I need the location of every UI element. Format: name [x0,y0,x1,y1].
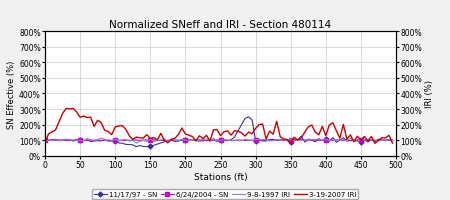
9-8-1997 IRI [211,137,216,140]
Y-axis label: IRI (%): IRI (%) [425,80,434,108]
3-19-2007 IRI [70,108,76,110]
3-19-2007 IRI [225,130,230,132]
9-8-1997 IRI [369,139,374,141]
Legend: 11/17/97 - SN, 6/24/2004 - SN, 9-8-1997 IRI, 3-19-2007 IRI: 11/17/97 - SN, 6/24/2004 - SN, 9-8-1997 … [92,189,358,199]
11/17/97 - SN [256,139,262,142]
9-8-1997 IRI [228,140,234,142]
6/24/2004 - SN [341,140,346,142]
3-19-2007 IRI [253,127,258,130]
X-axis label: Stations (ft): Stations (ft) [194,172,248,181]
9-8-1997 IRI [379,139,385,142]
3-19-2007 IRI [288,142,293,145]
11/17/97 - SN [369,139,374,141]
6/24/2004 - SN [123,139,128,142]
6/24/2004 - SN [379,139,385,142]
11/17/97 - SN [390,139,395,142]
9-8-1997 IRI [109,140,114,142]
11/17/97 - SN [379,139,385,142]
6/24/2004 - SN [390,139,395,142]
3-19-2007 IRI [42,142,48,145]
Line: 9-8-1997 IRI: 9-8-1997 IRI [45,139,392,144]
11/17/97 - SN [225,140,230,142]
6/24/2004 - SN [298,139,304,141]
11/17/97 - SN [109,140,114,143]
Title: Normalized SNeff and IRI - Section 480114: Normalized SNeff and IRI - Section 48011… [109,20,332,30]
3-19-2007 IRI [369,136,374,138]
Y-axis label: SN Effective (%): SN Effective (%) [7,60,16,128]
3-19-2007 IRI [390,142,395,145]
6/24/2004 - SN [221,139,227,142]
11/17/97 - SN [42,139,48,141]
Line: 11/17/97 - SN: 11/17/97 - SN [43,116,394,149]
6/24/2004 - SN [249,139,255,142]
3-19-2007 IRI [379,137,385,139]
11/17/97 - SN [134,146,139,148]
9-8-1997 IRI [134,142,139,145]
3-19-2007 IRI [112,126,118,128]
6/24/2004 - SN [42,139,48,142]
9-8-1997 IRI [42,141,48,144]
9-8-1997 IRI [123,139,128,141]
9-8-1997 IRI [390,139,395,142]
6/24/2004 - SN [369,139,374,142]
11/17/97 - SN [123,143,128,146]
Line: 3-19-2007 IRI: 3-19-2007 IRI [45,109,392,144]
Line: 6/24/2004 - SN: 6/24/2004 - SN [43,138,394,143]
11/17/97 - SN [246,116,251,118]
9-8-1997 IRI [256,139,262,141]
6/24/2004 - SN [109,139,114,142]
3-19-2007 IRI [126,135,132,137]
